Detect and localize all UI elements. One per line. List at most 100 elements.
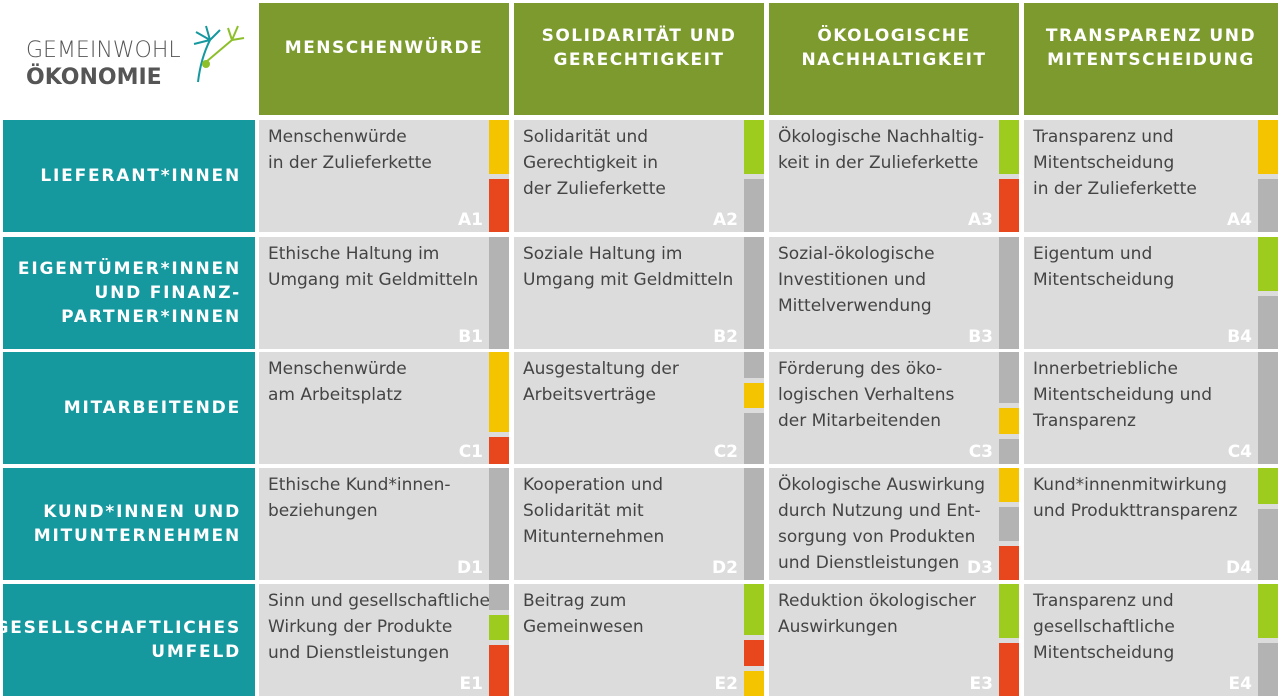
status-indicator — [1258, 178, 1278, 232]
status-indicator — [999, 584, 1019, 638]
cell-text: Innerbetriebliche Mitentscheidung und Tr… — [1033, 359, 1212, 431]
matrix-cell: Solidarität und Gerechtigkeit in der Zul… — [514, 120, 764, 232]
matrix-cell: Menschenwürde in der Zulieferkette A1 — [259, 120, 509, 232]
cell-code: B3 — [968, 327, 993, 347]
logo-line1: GEMEINWOHL — [26, 38, 181, 63]
matrix-cell: Beitrag zum Gemeinwesen E2 — [514, 584, 764, 696]
status-indicator — [744, 640, 764, 666]
status-indicator — [489, 437, 509, 464]
row-header: MITARBEITENDE — [3, 352, 255, 464]
cell-code: C1 — [458, 442, 483, 462]
cell-text: Menschenwürde in der Zulieferkette — [268, 127, 432, 173]
cell-code: E3 — [969, 674, 993, 694]
cell-text: Ethische Kund*innen- beziehungen — [268, 475, 451, 521]
cell-code: C3 — [968, 442, 993, 462]
status-indicator — [489, 645, 509, 696]
row-header: LIEFERANT*INNEN — [3, 120, 255, 232]
cell-code: A4 — [1227, 210, 1252, 230]
matrix-cell: Reduktion ökologischer Auswirkungen E3 — [769, 584, 1019, 696]
cell-text: Transparenz und gesellschaftliche Mitent… — [1033, 591, 1175, 663]
cell-text: Ethische Haltung im Umgang mit Geldmitte… — [268, 244, 479, 290]
matrix-cell: Sinn und gesellschaftliche Wirkung der P… — [259, 584, 509, 696]
matrix-cell: Menschenwürde am Arbeitsplatz C1 — [259, 352, 509, 464]
cell-code: C2 — [713, 442, 738, 462]
matrix-cell: Ökologische Auswirkung durch Nutzung und… — [769, 468, 1019, 580]
row-header: GESELLSCHAFTLICHES UMFELD — [0, 584, 255, 696]
cell-code: D2 — [712, 558, 738, 578]
cell-code: C4 — [1227, 442, 1252, 462]
matrix-cell: Transparenz und gesellschaftliche Mitent… — [1024, 584, 1278, 696]
row-header: EIGENTÜMER*INNEN UND FINANZ- PARTNER*INN… — [3, 237, 255, 349]
status-indicator — [489, 178, 509, 232]
matrix-cell: Sozial-ökologische Investitionen und Mit… — [769, 237, 1019, 349]
cell-code: B4 — [1227, 327, 1252, 347]
status-indicator — [489, 352, 509, 433]
status-indicator — [999, 546, 1019, 580]
status-indicator — [489, 584, 509, 610]
status-indicator — [744, 382, 764, 408]
cell-code: D4 — [1226, 558, 1252, 578]
column-header: TRANSPARENZ UND MITENTSCHEIDUNG — [1024, 3, 1278, 115]
cell-text: Eigentum und Mitentscheidung — [1033, 244, 1175, 290]
column-header: ÖKOLOGISCHE NACHHALTIGKEIT — [769, 3, 1019, 115]
cell-text: Kooperation und Solidarität mit Mitunter… — [523, 475, 665, 547]
status-indicator — [1258, 642, 1278, 696]
status-indicator — [744, 413, 764, 464]
status-indicator — [489, 120, 509, 174]
matrix-cell: Kooperation und Solidarität mit Mitunter… — [514, 468, 764, 580]
logo-icon — [193, 25, 221, 83]
status-indicator — [999, 237, 1019, 349]
status-indicator — [744, 468, 764, 580]
cell-code: E2 — [714, 674, 738, 694]
status-indicator — [999, 120, 1019, 174]
cell-text: Soziale Haltung im Umgang mit Geldmittel… — [523, 244, 734, 290]
status-indicator — [999, 178, 1019, 232]
cell-code: A3 — [968, 210, 993, 230]
cell-text: Kund*innenmitwirkung und Produkttranspar… — [1033, 475, 1238, 521]
status-indicator — [999, 468, 1019, 502]
cell-text: Beitrag zum Gemeinwesen — [523, 591, 644, 637]
logo-line2: ÖKONOMIE — [26, 64, 162, 90]
matrix-cell: Kund*innenmitwirkung und Produkttranspar… — [1024, 468, 1278, 580]
cell-text: Sinn und gesellschaftliche Wirkung der P… — [268, 591, 490, 663]
matrix-cell: Ökologische Nachhaltig- keit in der Zuli… — [769, 120, 1019, 232]
status-indicator — [999, 408, 1019, 434]
cell-text: Förderung des öko- logischen Verhaltens … — [778, 359, 955, 431]
cell-code: A1 — [458, 210, 483, 230]
status-indicator — [1258, 508, 1278, 580]
cell-text: Menschenwürde am Arbeitsplatz — [268, 359, 407, 405]
cell-text: Ausgestaltung der Arbeitsverträge — [523, 359, 679, 405]
row-header: KUND*INNEN UND MITUNTERNEHMEN — [3, 468, 255, 580]
status-indicator — [744, 352, 764, 378]
cell-code: D1 — [457, 558, 483, 578]
status-indicator — [1258, 468, 1278, 504]
status-indicator — [999, 352, 1019, 403]
column-header: SOLIDARITÄT UND GERECHTIGKEIT — [514, 3, 764, 115]
matrix-cell: Soziale Haltung im Umgang mit Geldmittel… — [514, 237, 764, 349]
matrix-cell: Ethische Kund*innen- beziehungen D1 — [259, 468, 509, 580]
column-header: MENSCHENWÜRDE — [259, 3, 509, 115]
matrix-cell: Ethische Haltung im Umgang mit Geldmitte… — [259, 237, 509, 349]
matrix-cell: Förderung des öko- logischen Verhaltens … — [769, 352, 1019, 464]
status-indicator — [999, 642, 1019, 696]
status-indicator — [489, 614, 509, 640]
status-indicator — [999, 438, 1019, 464]
cell-code: A2 — [713, 210, 738, 230]
status-indicator — [1258, 237, 1278, 291]
matrix-cell: Innerbetriebliche Mitentscheidung und Tr… — [1024, 352, 1278, 464]
cell-code: B1 — [458, 327, 483, 347]
matrix-cell: Eigentum und Mitentscheidung B4 — [1024, 237, 1278, 349]
cell-code: E4 — [1228, 674, 1252, 694]
status-indicator — [1258, 295, 1278, 349]
status-indicator — [744, 178, 764, 232]
cell-text: Ökologische Nachhaltig- keit in der Zuli… — [778, 127, 984, 173]
cell-code: E1 — [459, 674, 483, 694]
cell-text: Reduktion ökologischer Auswirkungen — [778, 591, 976, 637]
cell-text: Transparenz und Mitentscheidung in der Z… — [1033, 127, 1197, 199]
status-indicator — [744, 584, 764, 635]
logo: GEMEINWOHL ÖKONOMIE — [26, 25, 245, 90]
status-indicator — [999, 507, 1019, 541]
status-indicator — [1258, 584, 1278, 638]
cell-text: Solidarität und Gerechtigkeit in der Zul… — [523, 127, 666, 199]
